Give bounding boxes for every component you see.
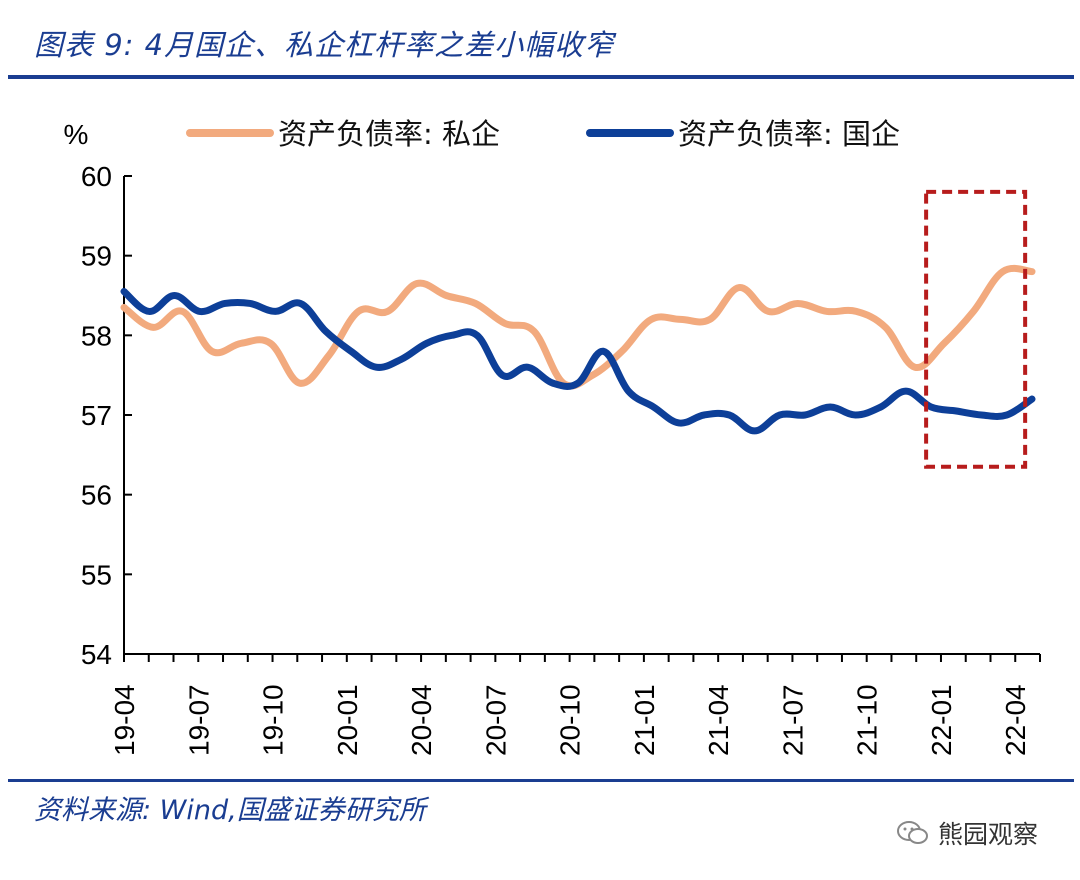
y-tick-label: 54 [81,639,112,670]
x-tick-label: 21-01 [629,684,660,756]
y-axis-unit: % [64,119,89,150]
footer-divider [8,779,1074,782]
watermark: 熊园观察 [896,815,1038,851]
line-chart: 54 55 56 57 58 59 60% 19-04 19-07 19-10 20-01 20-04… [64,117,1041,756]
title-divider [8,75,1074,79]
x-tick-label: 20-01 [332,684,363,756]
x-tick-label: 22-04 [1000,684,1031,756]
chart-title: 图表 9: 4月国企、私企杠杆率之差小幅收窄 [34,28,615,62]
chart-legend: 资产负债率: 私企 资产负债率: 国企 [186,117,900,151]
series-line-private [120,264,1036,390]
x-tick-label: 20-10 [555,684,586,756]
y-tick-label: 56 [81,480,112,511]
legend-label-private: 资产负债率: 私企 [278,117,500,151]
x-tick-label: 19-04 [109,684,140,756]
y-tick-label: 58 [81,320,112,351]
chart-lines [120,264,1036,435]
wechat-icon [897,821,928,844]
series-line-state [120,288,1036,435]
x-tick-label: 22-01 [926,684,957,756]
y-tick-label: 55 [81,559,112,590]
chart-axes: 54 55 56 57 58 59 60% 19-04 19-07 19-10 20-01 20-04… [64,119,1041,756]
x-tick-label: 21-04 [703,684,734,756]
x-tick-label: 19-10 [258,684,289,756]
x-tick-label: 20-07 [480,684,511,756]
y-tick-label: 57 [81,400,112,431]
x-tick-label: 19-07 [183,684,214,756]
x-tick-label: 20-04 [406,684,437,756]
legend-label-state: 资产负债率: 国企 [678,117,900,151]
highlight-box [924,189,1028,469]
y-tick-label: 59 [81,241,112,272]
source-note: 资料来源: Wind,国盛证券研究所 [34,795,426,826]
y-tick-label: 60 [81,161,112,192]
chart-annotation [924,189,1028,469]
x-tick-label: 21-07 [777,684,808,756]
x-tick-label: 21-10 [852,684,883,756]
watermark-text: 熊园观察 [938,820,1039,849]
